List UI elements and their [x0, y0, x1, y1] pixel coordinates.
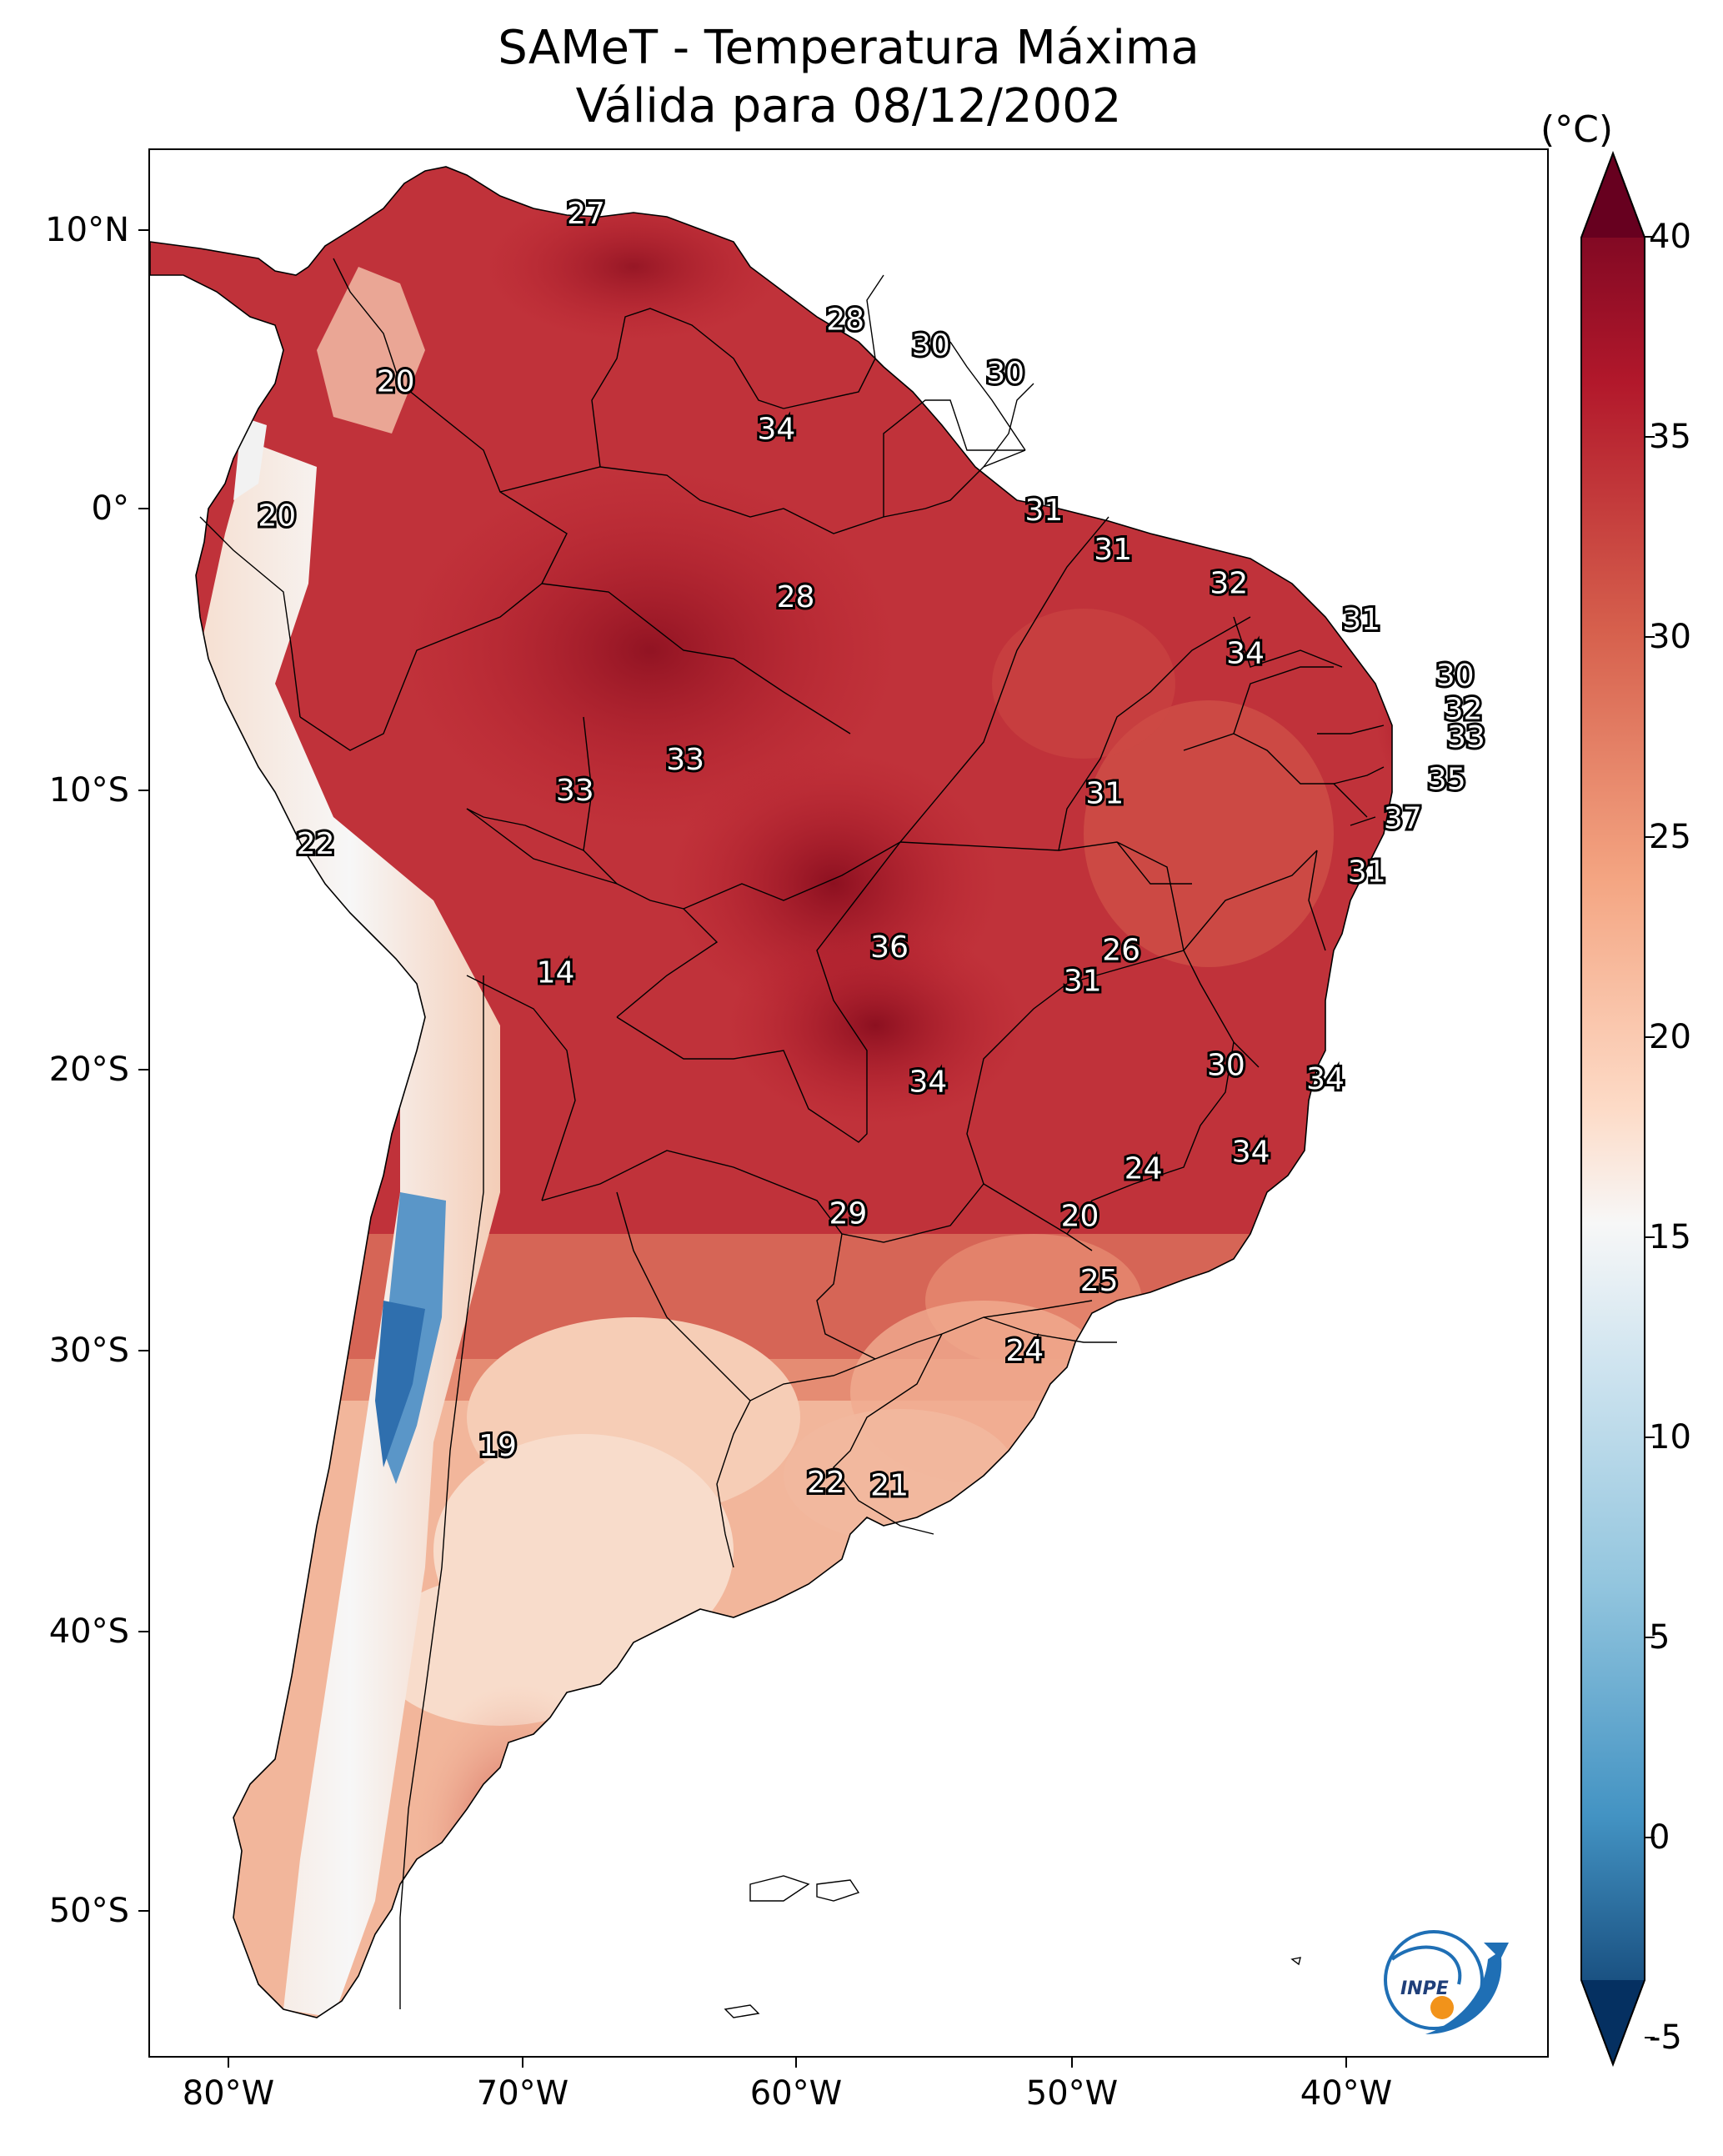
temp-label: 34: [909, 1065, 948, 1099]
temp-label: 27: [567, 197, 605, 231]
map-panel: 27 28 30 30 20 34 31 20 31 32 28 31 34 30 32 33 33 35 33 31…: [148, 148, 1549, 2058]
temp-label: 34: [1232, 1135, 1270, 1169]
lat-tick-10n: 10°N: [45, 211, 129, 249]
temperature-field: [150, 167, 1392, 2018]
map-title: SAMeT - Temperatura Máxima: [498, 21, 1200, 75]
temp-label: 34: [1226, 636, 1265, 670]
temp-label: 20: [377, 364, 415, 399]
country-borders: [199, 258, 1385, 2009]
lon-tick-80w: 80°W: [182, 2074, 275, 2113]
lat-tick-50s: 50°S: [48, 1892, 129, 1930]
temp-label: 24: [1005, 1334, 1044, 1368]
temp-label: 24: [1124, 1152, 1163, 1186]
temp-label: 30: [1207, 1048, 1245, 1082]
temp-label: 22: [807, 1466, 845, 1500]
lon-tick-50w: 50°W: [1025, 2074, 1119, 2113]
colorbar-tick-label: 30: [1649, 618, 1691, 656]
temp-label: 30: [986, 356, 1024, 390]
temp-label: 34: [1306, 1062, 1345, 1096]
islands: [724, 1875, 1301, 2018]
temp-label: 31: [1348, 855, 1386, 889]
temp-label: 36: [870, 930, 909, 965]
temp-label: 21: [870, 1468, 909, 1502]
temp-label: 25: [1080, 1264, 1119, 1298]
lat-tick-10s: 10°S: [48, 771, 129, 810]
colorbar-tick-label: 35: [1649, 418, 1691, 456]
lat-tick-30s: 30°S: [48, 1331, 129, 1370]
temp-label: 31: [1025, 494, 1064, 528]
lat-tick-0: 0°: [91, 489, 129, 528]
lon-tick-40w: 40°W: [1300, 2074, 1393, 2113]
temp-label: 31: [1094, 533, 1132, 567]
temp-label: 30: [1436, 659, 1475, 693]
temp-label: 32: [1445, 693, 1483, 727]
temp-label: 35: [1428, 763, 1466, 797]
temp-label: 37: [1384, 802, 1422, 836]
temp-label: 19: [478, 1429, 517, 1463]
colorbar-tick-label: 40: [1649, 218, 1691, 256]
colorbar-tick-label: 25: [1649, 818, 1691, 856]
colorbar-tick-label: 10: [1649, 1418, 1691, 1457]
colorbar-tick-label: 15: [1649, 1218, 1691, 1256]
temp-label: 34: [757, 413, 795, 447]
map-subtitle: Válida para 08/12/2002: [575, 79, 1122, 133]
temp-label: 28: [777, 580, 815, 614]
temp-label: 33: [556, 774, 594, 808]
temp-label: 20: [1061, 1200, 1099, 1234]
temp-label: 32: [1210, 566, 1248, 600]
temp-label: 26: [1102, 934, 1140, 968]
temp-label: 33: [1447, 720, 1485, 755]
lon-tick-60w: 60°W: [749, 2074, 843, 2113]
colorbar-tick-label: 20: [1649, 1018, 1691, 1056]
temp-label: 31: [1085, 776, 1124, 810]
lat-tick-20s: 20°S: [48, 1050, 129, 1089]
inpe-logo: INPE: [1384, 1930, 1509, 2034]
temp-label: 30: [912, 328, 950, 363]
lon-tick-70w: 70°W: [476, 2074, 569, 2113]
temp-label: 22: [297, 827, 335, 861]
colorbar: [1580, 151, 1645, 2067]
temp-label: 20: [258, 499, 296, 534]
temp-label: 14: [537, 955, 575, 990]
colorbar-unit: (°C): [1540, 108, 1614, 151]
temp-label: 31: [1342, 603, 1380, 637]
temp-label: 33: [666, 743, 704, 777]
lat-tick-40s: 40°S: [48, 1612, 129, 1651]
temp-label: 28: [826, 303, 864, 338]
temp-label: 29: [829, 1196, 868, 1231]
svg-text:INPE: INPE: [1400, 1978, 1449, 1999]
temp-label: 31: [1064, 964, 1102, 998]
